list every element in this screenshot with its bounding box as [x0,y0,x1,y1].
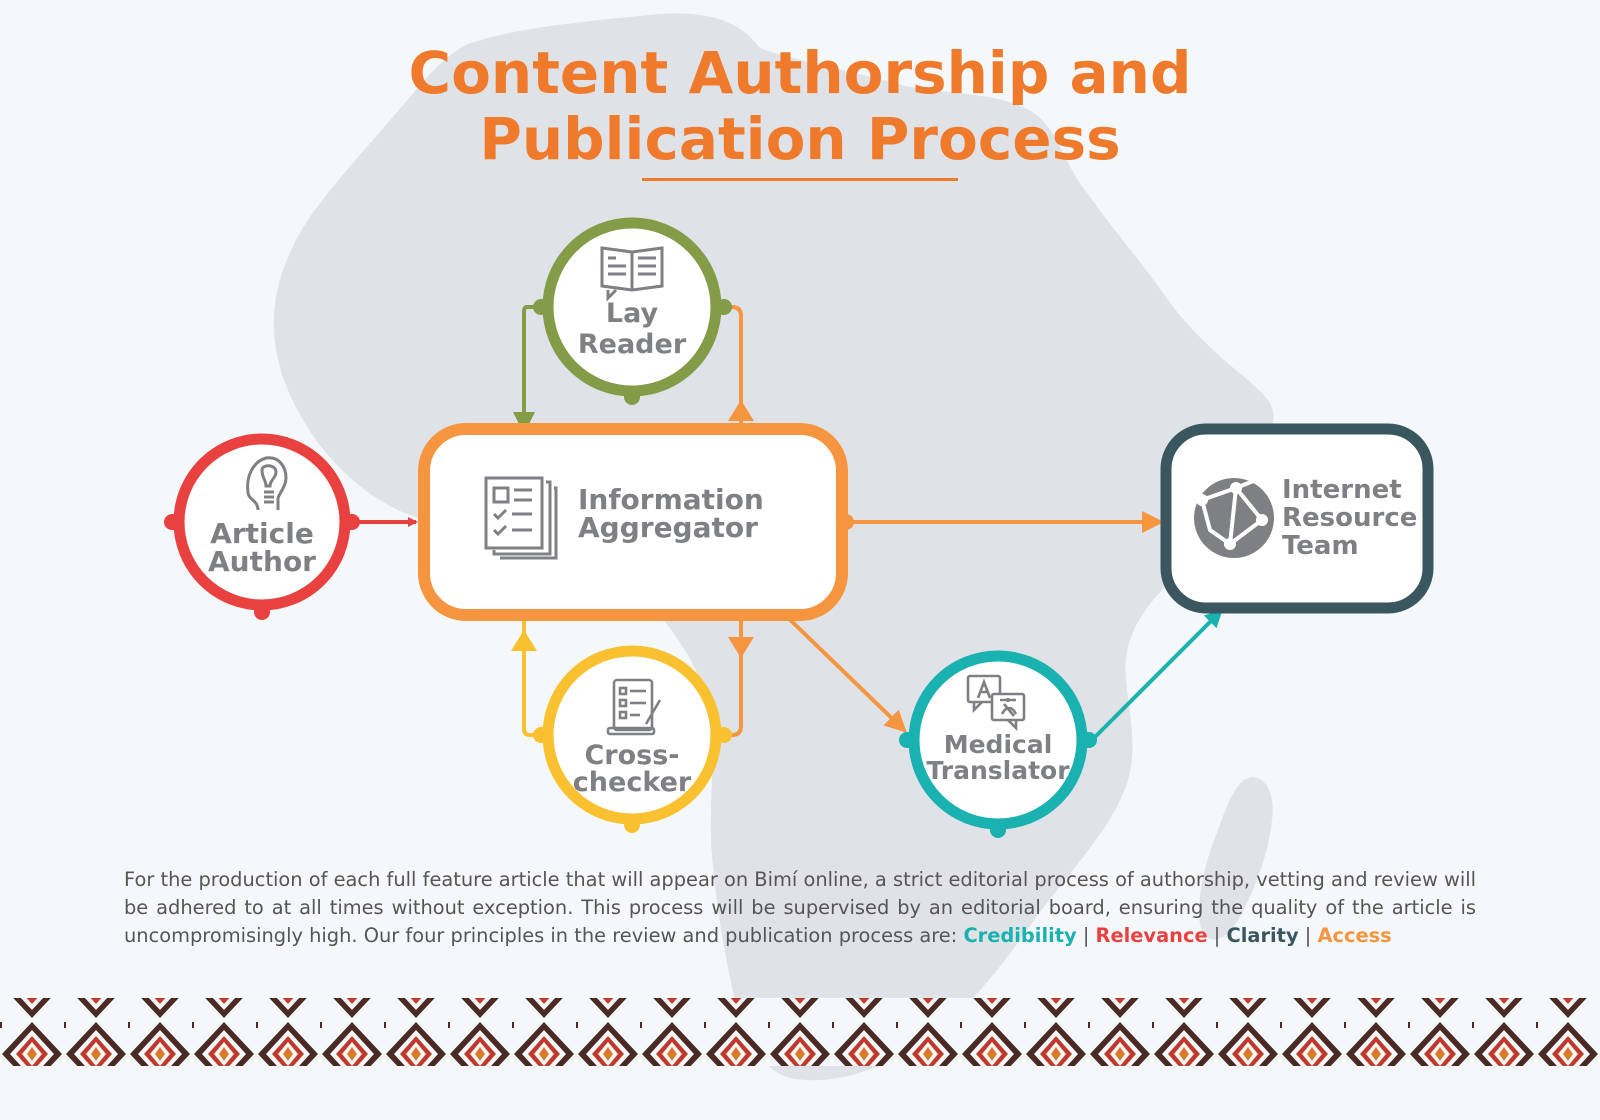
checklist-pen-icon [606,678,662,736]
node-lay-reader [533,217,732,405]
label-information-aggregator: Information Aggregator [578,483,764,544]
arrowhead-down-crosschecker [728,637,754,658]
globe-network-icon [1194,478,1274,558]
title-underline [642,178,958,181]
label-internet-resource-team: Internet Resource Team [1282,475,1418,561]
connector-layreader-to-aggregator [513,305,541,434]
node-information-aggregator [418,423,854,621]
label-cross-checker: Cross- checker [572,740,692,798]
connector-translator-to-irt [1090,609,1223,742]
connector-aggregator-to-layreader [724,305,743,426]
title-line-1: Content Authorship and [408,39,1192,107]
translate-bubbles-icon [966,674,1026,732]
lightbulb-head-icon [246,456,288,511]
connector-crosschecker-to-aggregator [522,612,541,737]
principle-separator: | [1304,924,1312,947]
description-text: For the production of each full feature … [124,868,1476,947]
principle-separator: | [1213,924,1221,947]
label-article-author: Article Author [208,517,316,578]
principle-separator: | [1082,924,1090,947]
principle-access: Access [1317,924,1392,947]
title-line-2: Publication Process [479,105,1121,173]
node-cross-checker [533,645,732,833]
arrowhead-up-layreader [728,400,754,421]
description-paragraph: For the production of each full feature … [124,866,1476,950]
madagascar-silhouette [1199,777,1273,940]
decorative-diamond-band [0,998,1600,1066]
principle-credibility: Credibility [963,924,1077,947]
node-article-author [164,433,360,620]
document-stack-icon [484,476,558,560]
label-medical-translator: Medical Translator [926,730,1070,785]
connector-aggregator-to-crosschecker [724,612,743,737]
node-internet-resource-team [1160,423,1434,614]
connector-aggregator-to-translator [778,608,907,733]
principle-clarity: Clarity [1226,924,1299,947]
open-book-icon [600,246,664,302]
principle-relevance: Relevance [1095,924,1208,947]
label-lay-reader: Lay Reader [577,298,687,360]
node-medical-translator [899,650,1097,838]
page-title: Content Authorship and Publication Proce… [300,40,1300,172]
arrowhead-up-aggregator [511,630,537,651]
